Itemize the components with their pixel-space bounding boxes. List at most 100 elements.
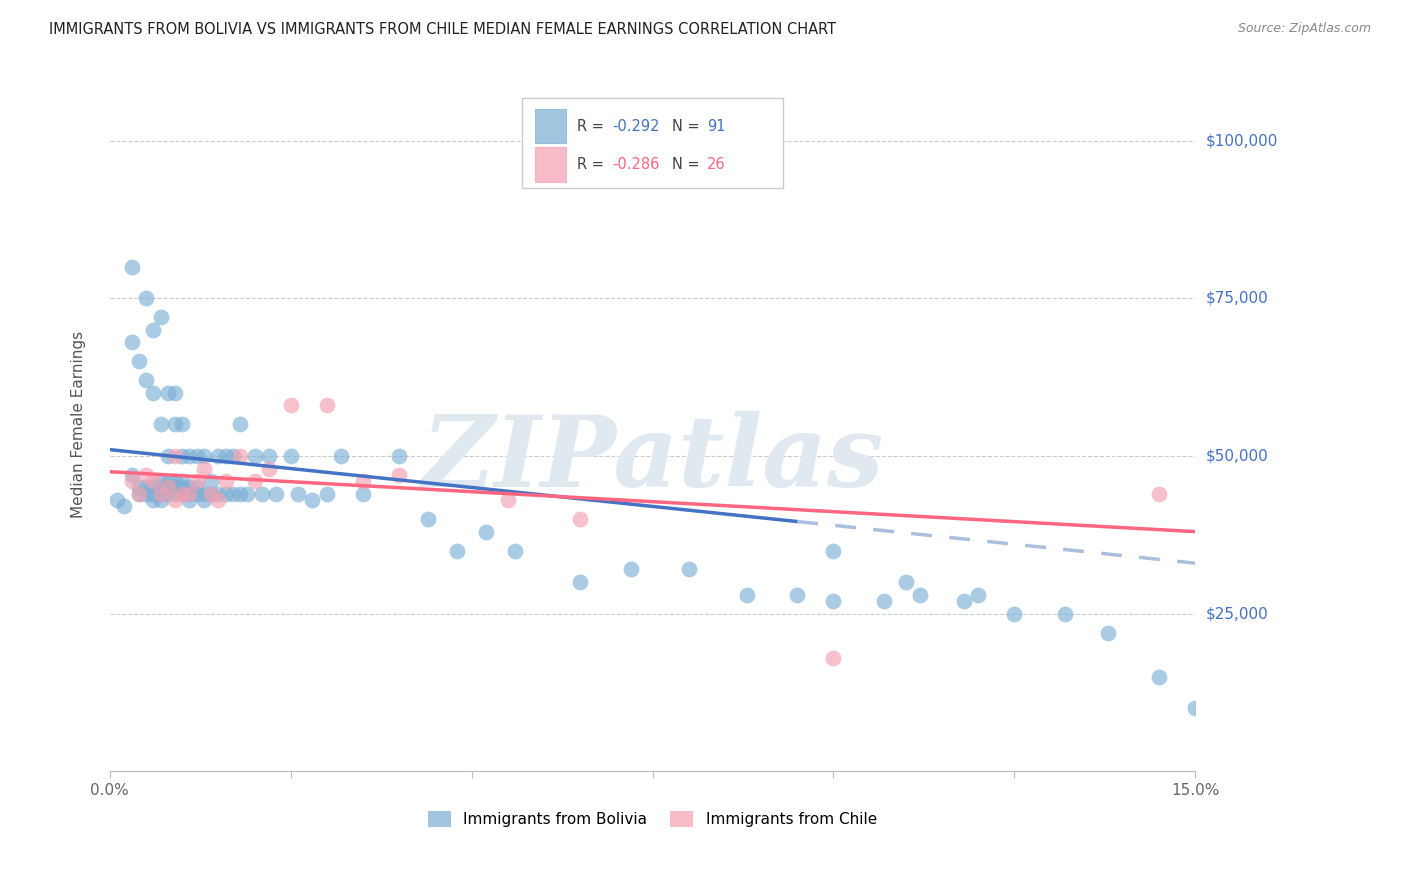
Point: [149, 310, 172, 325]
Point: [172, 487, 194, 501]
Point: [1053, 607, 1076, 621]
Point: [149, 474, 172, 488]
Y-axis label: Median Female Earnings: Median Female Earnings: [72, 331, 86, 518]
Point: [156, 487, 179, 501]
Text: $25,000: $25,000: [1206, 607, 1268, 621]
Point: [678, 562, 700, 576]
Point: [179, 487, 201, 501]
Point: [200, 487, 222, 501]
Point: [193, 449, 215, 463]
Point: [163, 487, 186, 501]
Point: [186, 449, 208, 463]
Point: [200, 487, 222, 501]
Point: [163, 449, 186, 463]
Point: [112, 500, 135, 514]
Point: [330, 449, 353, 463]
Point: [388, 467, 411, 482]
Point: [193, 461, 215, 475]
Point: [280, 449, 302, 463]
Point: [128, 481, 150, 495]
Point: [222, 487, 245, 501]
Text: IMMIGRANTS FROM BOLIVIA VS IMMIGRANTS FROM CHILE MEDIAN FEMALE EARNINGS CORRELAT: IMMIGRANTS FROM BOLIVIA VS IMMIGRANTS FR…: [49, 22, 837, 37]
Point: [316, 487, 339, 501]
Point: [163, 385, 186, 400]
Point: [128, 487, 150, 501]
Point: [172, 449, 194, 463]
Point: [214, 487, 236, 501]
FancyBboxPatch shape: [536, 147, 565, 182]
Text: Source: ZipAtlas.com: Source: ZipAtlas.com: [1237, 22, 1371, 36]
Point: [257, 461, 280, 475]
Point: [214, 474, 236, 488]
Point: [135, 487, 157, 501]
Point: [193, 487, 215, 501]
Point: [894, 575, 917, 590]
Point: [786, 588, 808, 602]
Point: [156, 474, 179, 488]
Point: [1184, 701, 1206, 715]
Point: [163, 474, 186, 488]
Point: [142, 323, 165, 337]
Point: [156, 449, 179, 463]
Point: [280, 399, 302, 413]
Point: [207, 493, 229, 508]
Point: [418, 512, 440, 526]
Point: [823, 594, 845, 608]
Point: [172, 417, 194, 432]
Point: [121, 467, 143, 482]
Point: [264, 487, 287, 501]
Point: [200, 474, 222, 488]
Point: [163, 481, 186, 495]
Point: [569, 512, 592, 526]
Text: 91: 91: [707, 119, 725, 134]
FancyBboxPatch shape: [522, 98, 783, 188]
Point: [229, 417, 252, 432]
Text: $75,000: $75,000: [1206, 291, 1268, 306]
Point: [214, 449, 236, 463]
Point: [156, 481, 179, 495]
Point: [179, 493, 201, 508]
Point: [229, 449, 252, 463]
Point: [243, 449, 266, 463]
Point: [207, 449, 229, 463]
Point: [236, 487, 259, 501]
Point: [172, 487, 194, 501]
Point: [121, 474, 143, 488]
Point: [135, 373, 157, 387]
Point: [121, 335, 143, 350]
Point: [352, 474, 374, 488]
Text: $50,000: $50,000: [1206, 449, 1268, 464]
Point: [735, 588, 758, 602]
Point: [388, 449, 411, 463]
Point: [193, 493, 215, 508]
Point: [156, 385, 179, 400]
Point: [179, 487, 201, 501]
Point: [229, 487, 252, 501]
Point: [620, 562, 643, 576]
Point: [142, 487, 165, 501]
Point: [135, 467, 157, 482]
Text: R =: R =: [576, 157, 607, 171]
Point: [257, 449, 280, 463]
Point: [475, 524, 498, 539]
Point: [222, 449, 245, 463]
Point: [186, 487, 208, 501]
Point: [142, 385, 165, 400]
Text: $100,000: $100,000: [1206, 133, 1278, 148]
Point: [149, 487, 172, 501]
Point: [172, 481, 194, 495]
Text: ZIPatlas: ZIPatlas: [422, 411, 884, 508]
Point: [1147, 487, 1170, 501]
Point: [503, 543, 526, 558]
Point: [967, 588, 990, 602]
Point: [179, 481, 201, 495]
Point: [250, 487, 273, 501]
Point: [121, 260, 143, 274]
Point: [172, 474, 194, 488]
Point: [446, 543, 468, 558]
Point: [186, 474, 208, 488]
Text: R =: R =: [576, 119, 607, 134]
Point: [163, 417, 186, 432]
Point: [823, 543, 845, 558]
Point: [142, 474, 165, 488]
